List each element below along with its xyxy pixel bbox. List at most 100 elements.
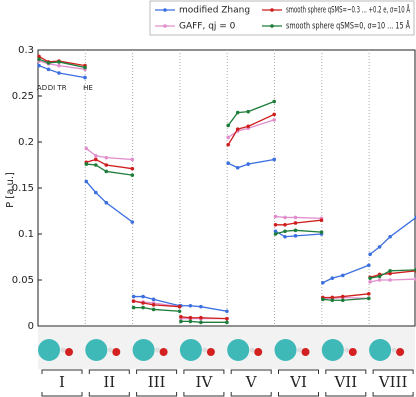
series-line [180,316,227,320]
series-line [38,55,86,67]
series-point [321,280,325,285]
molecule [155,347,161,353]
series-line [227,113,275,146]
group-label: IV [196,373,214,391]
series-point [46,61,51,65]
series-point [246,162,250,166]
molecule [297,347,302,353]
series-line [133,300,180,308]
series-line [275,215,322,220]
series-point [273,229,278,234]
y-tick-label: 0.05 [12,275,34,286]
series-point [388,234,392,239]
series-point [283,229,287,234]
series-point [94,157,98,162]
legend-swatch [163,24,167,28]
molecule [85,339,108,361]
series-line [227,158,275,169]
series-line [38,60,86,70]
legend-box [149,0,415,36]
series-point [151,307,156,312]
series-point [84,162,89,166]
series-point [37,54,41,59]
series-point [94,154,98,158]
group-label: VIII [378,373,408,391]
series-point [37,63,41,68]
series-point [130,166,135,171]
series-line [275,230,322,238]
molecule [249,347,255,353]
molecule [274,339,297,361]
series-line [86,158,133,170]
series-point [226,135,230,140]
series-point [272,157,277,162]
series-line [180,320,227,323]
series-point [94,190,98,195]
series-point [199,320,203,325]
point-label: DI [48,84,55,92]
series-point [177,304,182,309]
molecule [112,348,121,356]
series-point [151,297,156,302]
y-tick-label: 0.15 [12,183,34,194]
series-point [272,112,277,117]
series-line [227,119,275,138]
series-point [179,319,183,324]
series-point [84,179,89,184]
group-bracket [136,369,178,397]
series-point [388,271,392,276]
series-point [188,319,193,324]
series-line [369,269,416,279]
series-point [330,298,335,303]
molecule [179,339,202,361]
group-label: I [59,373,65,391]
series-point [367,263,371,268]
series-line [369,278,416,283]
series-point [319,218,324,222]
series-point [141,305,145,310]
series-point [235,127,240,131]
series-point [226,161,230,165]
series-point [330,276,335,280]
series-point [131,294,136,299]
y-tick-label: 0 [28,321,34,332]
series-point [368,276,372,280]
point-label: TR [56,84,66,92]
series-point [130,220,135,224]
series-point [283,223,287,227]
legend-label: smooth sphere qSMS=0, σ=10 ... 15 Å [286,20,411,32]
molecule [132,339,155,361]
group-bracket [183,369,225,397]
series-point [37,57,41,61]
series-point [246,109,250,114]
molecule [107,347,113,353]
group-bracket [278,369,319,397]
y-tick-label: 0.2 [18,137,34,148]
series-point [130,173,135,177]
series-point [246,124,250,129]
series-line [38,58,86,69]
series-line [227,100,275,126]
group-bracket [372,369,414,397]
series-line [275,229,322,235]
series-point [188,315,193,320]
series-line [86,163,133,176]
group-label: V [245,373,258,391]
point-label: HE [83,84,93,92]
series-point [199,304,203,309]
series-point [377,245,382,249]
y-tick-label: 0.1 [18,229,34,240]
series-point [293,215,298,220]
series-point [57,60,61,64]
series-point [104,163,109,167]
series-point [341,298,345,303]
legend-swatch [270,24,274,28]
series-point [177,309,182,314]
series-point [272,118,277,122]
series-point [131,299,136,303]
series-line [133,295,180,307]
molecule [369,339,392,361]
series-point [57,63,61,68]
y-tick-label: 0.25 [12,91,34,102]
series-point [367,292,371,296]
